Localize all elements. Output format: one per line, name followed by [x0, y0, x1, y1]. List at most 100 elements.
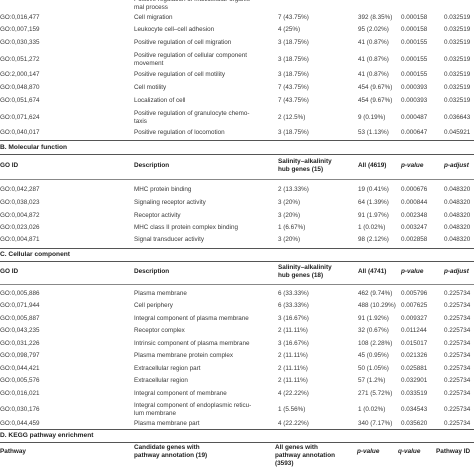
p-adjust-cell: 0.048320 — [444, 224, 471, 231]
header-pathway-id: Pathway ID — [436, 448, 471, 455]
section-title-kegg: D. KEGG pathway enrichment — [0, 432, 94, 439]
description-cell: Cell periphery — [134, 302, 173, 309]
all-count-cell: 32 (0.67%) — [358, 327, 389, 334]
table-row: GO:0,071,944 6 (33.33%) 488 (10.29%) 0.0076… — [0, 302, 474, 312]
all-count-cell: 454 (9.67%) — [358, 97, 393, 104]
table-header: Pathway Candidate genes with pathway ann… — [0, 444, 474, 474]
table-row: GO:0,007,159 4 (25%) 95 (2.02%) 0.000158 0.0… — [0, 26, 474, 36]
p-value-cell: 0.035620 — [401, 420, 428, 427]
p-adjust-cell: 0.225734 — [444, 340, 471, 347]
hub-genes-cell: 4 (22.22%) — [278, 390, 309, 397]
hub-genes-cell: 6 (33.33%) — [278, 302, 309, 309]
table-row: GO:0,043,235 2 (11.11%) 32 (0.67%) 0.011244… — [0, 327, 474, 337]
all-count-cell: 53 (1.13%) — [358, 129, 389, 136]
table-row: GO:0,040,017 3 (18.75%) 53 (1.13%) 0.000647… — [0, 129, 474, 139]
p-value-cell: 0.000487 — [401, 114, 428, 121]
table-header: GO ID Description Salinity–alkalinity hu… — [0, 158, 474, 178]
table-row: GO:0,030,176 1 (5.56%) 1 (0.02%) 0.034543 0.… — [0, 402, 474, 417]
p-adjust-cell: 0.032519 — [444, 97, 471, 104]
go-id-cell: GO:0,005,886 — [0, 290, 40, 297]
header-description: Description — [134, 268, 170, 275]
p-value-cell: 0.002858 — [401, 236, 428, 243]
p-value-cell: 0.000155 — [401, 56, 428, 63]
description-cell: Leukocyte cell–cell adhesion — [134, 26, 215, 33]
description-cell: MHC protein binding — [134, 186, 192, 193]
all-count-cell: 340 (7.17%) — [358, 420, 393, 427]
header-p-adjust: p-adjust — [444, 162, 469, 169]
all-count-cell: 9 (0.19%) — [358, 114, 386, 121]
go-id-cell: GO:0,044,459 — [0, 420, 40, 427]
all-count-cell: 57 (1.2%) — [358, 377, 386, 384]
header-all-genes-annotation: pathway annotation — [275, 452, 336, 459]
go-id-cell: GO:2,000,147 — [0, 71, 40, 78]
p-value-cell: 0.034543 — [401, 406, 428, 413]
table-row: Positive regulation of multicellular org… — [0, 0, 474, 11]
p-value-cell: 0.009327 — [401, 315, 428, 322]
go-id-cell: GO:0,004,871 — [0, 236, 40, 243]
go-id-cell: GO:0,030,176 — [0, 406, 40, 413]
description-cell: Integral component of endoplasmic reticu… — [134, 402, 252, 409]
table-header: GO ID Description Salinity–alkalinity hu… — [0, 264, 474, 284]
table-row: GO:0,044,459 4 (22.22%) 340 (7.17%) 0.03562… — [0, 420, 474, 430]
header-all: All (4741) — [358, 268, 387, 275]
description-cell: Positive regulation of granulocyte chemo… — [134, 110, 250, 117]
hub-genes-cell: 3 (16.67%) — [278, 315, 309, 322]
all-count-cell: 488 (10.29%) — [358, 302, 396, 309]
all-count-cell: 392 (8.35%) — [358, 14, 393, 21]
p-adjust-cell: 0.225734 — [444, 315, 471, 322]
table-row: GO:0,005,887 3 (16.67%) 91 (1.92%) 0.009327… — [0, 315, 474, 325]
go-id-cell: GO:0,030,335 — [0, 39, 40, 46]
p-adjust-cell: 0.032519 — [444, 71, 471, 78]
p-adjust-cell: 0.032519 — [444, 26, 471, 33]
header-candidate-genes: Candidate genes with — [134, 444, 200, 451]
p-value-cell: 0.002348 — [401, 212, 428, 219]
hub-genes-cell: 2 (13.33%) — [278, 186, 309, 193]
p-adjust-cell: 0.225734 — [444, 406, 471, 413]
table-row: GO:0,031,226 3 (16.67%) 108 (2.28%) 0.01501… — [0, 340, 474, 350]
table-row: GO:0,023,026 1 (6.67%) 1 (0.02%) 0.003247 0.… — [0, 224, 474, 234]
all-count-cell: 271 (5.72%) — [358, 390, 393, 397]
hub-genes-cell: 3 (18.75%) — [278, 39, 309, 46]
p-value-cell: 0.032901 — [401, 377, 428, 384]
hub-genes-cell: 2 (12.5%) — [278, 114, 306, 121]
table-row: GO:0,042,287 2 (13.33%) 19 (0.41%) 0.000676… — [0, 186, 474, 196]
go-id-cell: GO:0,031,226 — [0, 340, 40, 347]
description-cell: Extracellular region — [134, 377, 188, 384]
description-cell: Positive regulation of locomotion — [134, 129, 225, 136]
p-adjust-cell: 0.032519 — [444, 39, 471, 46]
header-hub-genes-count: hub genes (15) — [278, 166, 324, 173]
description-cell: Receptor activity — [134, 212, 181, 219]
p-adjust-cell: 0.225734 — [444, 327, 471, 334]
p-value-cell: 0.000155 — [401, 71, 428, 78]
header-all: All (4619) — [358, 162, 387, 169]
hub-genes-cell: 1 (5.56%) — [278, 406, 306, 413]
description-cell-continued: mal process — [134, 4, 168, 11]
p-value-cell: 0.000647 — [401, 129, 428, 136]
all-count-cell: 454 (9.67%) — [358, 84, 393, 91]
p-adjust-cell: 0.036643 — [444, 114, 471, 121]
hub-genes-cell: 3 (20%) — [278, 199, 301, 206]
table-row: GO:0,071,624 2 (12.5%) 9 (0.19%) 0.000487 0.… — [0, 110, 474, 125]
table-row: GO:0,038,023 3 (20%) 64 (1.39%) 0.000844 0.0… — [0, 199, 474, 209]
description-cell: Intrinsic component of plasma membrane — [134, 340, 250, 347]
all-count-cell: 462 (9.74%) — [358, 290, 393, 297]
hub-genes-cell: 2 (11.11%) — [278, 377, 308, 384]
hub-genes-cell: 4 (22.22%) — [278, 420, 309, 427]
p-value-cell: 0.000844 — [401, 199, 428, 206]
header-p-value: p-value — [401, 162, 424, 169]
description-cell: MHC class II protein complex binding — [134, 224, 238, 231]
header-p-value: p-value — [401, 268, 424, 275]
p-adjust-cell: 0.225734 — [444, 377, 471, 384]
description-cell-continued: movement — [134, 60, 164, 67]
table-row: GO:0,005,886 6 (33.33%) 462 (9.74%) 0.00579… — [0, 290, 474, 300]
table-row: GO:0,048,870 7 (43.75%) 454 (9.67%) 0.00039… — [0, 84, 474, 94]
table-row: GO:2,000,147 3 (18.75%) 41 (0.87%) 0.000155… — [0, 71, 474, 81]
header-p-value: p-value — [357, 448, 380, 455]
table-row: GO:0,004,872 3 (20%) 91 (1.97%) 0.002348 0.0… — [0, 212, 474, 222]
hub-genes-cell: 3 (20%) — [278, 236, 301, 243]
table-row: GO:0,098,797 2 (11.11%) 45 (0.95%) 0.021326… — [0, 352, 474, 362]
go-id-cell: GO:0,016,021 — [0, 390, 40, 397]
go-id-cell: GO:0,048,870 — [0, 84, 40, 91]
p-value-cell: 0.021326 — [401, 352, 428, 359]
description-cell: Extracellular region part — [134, 365, 201, 372]
